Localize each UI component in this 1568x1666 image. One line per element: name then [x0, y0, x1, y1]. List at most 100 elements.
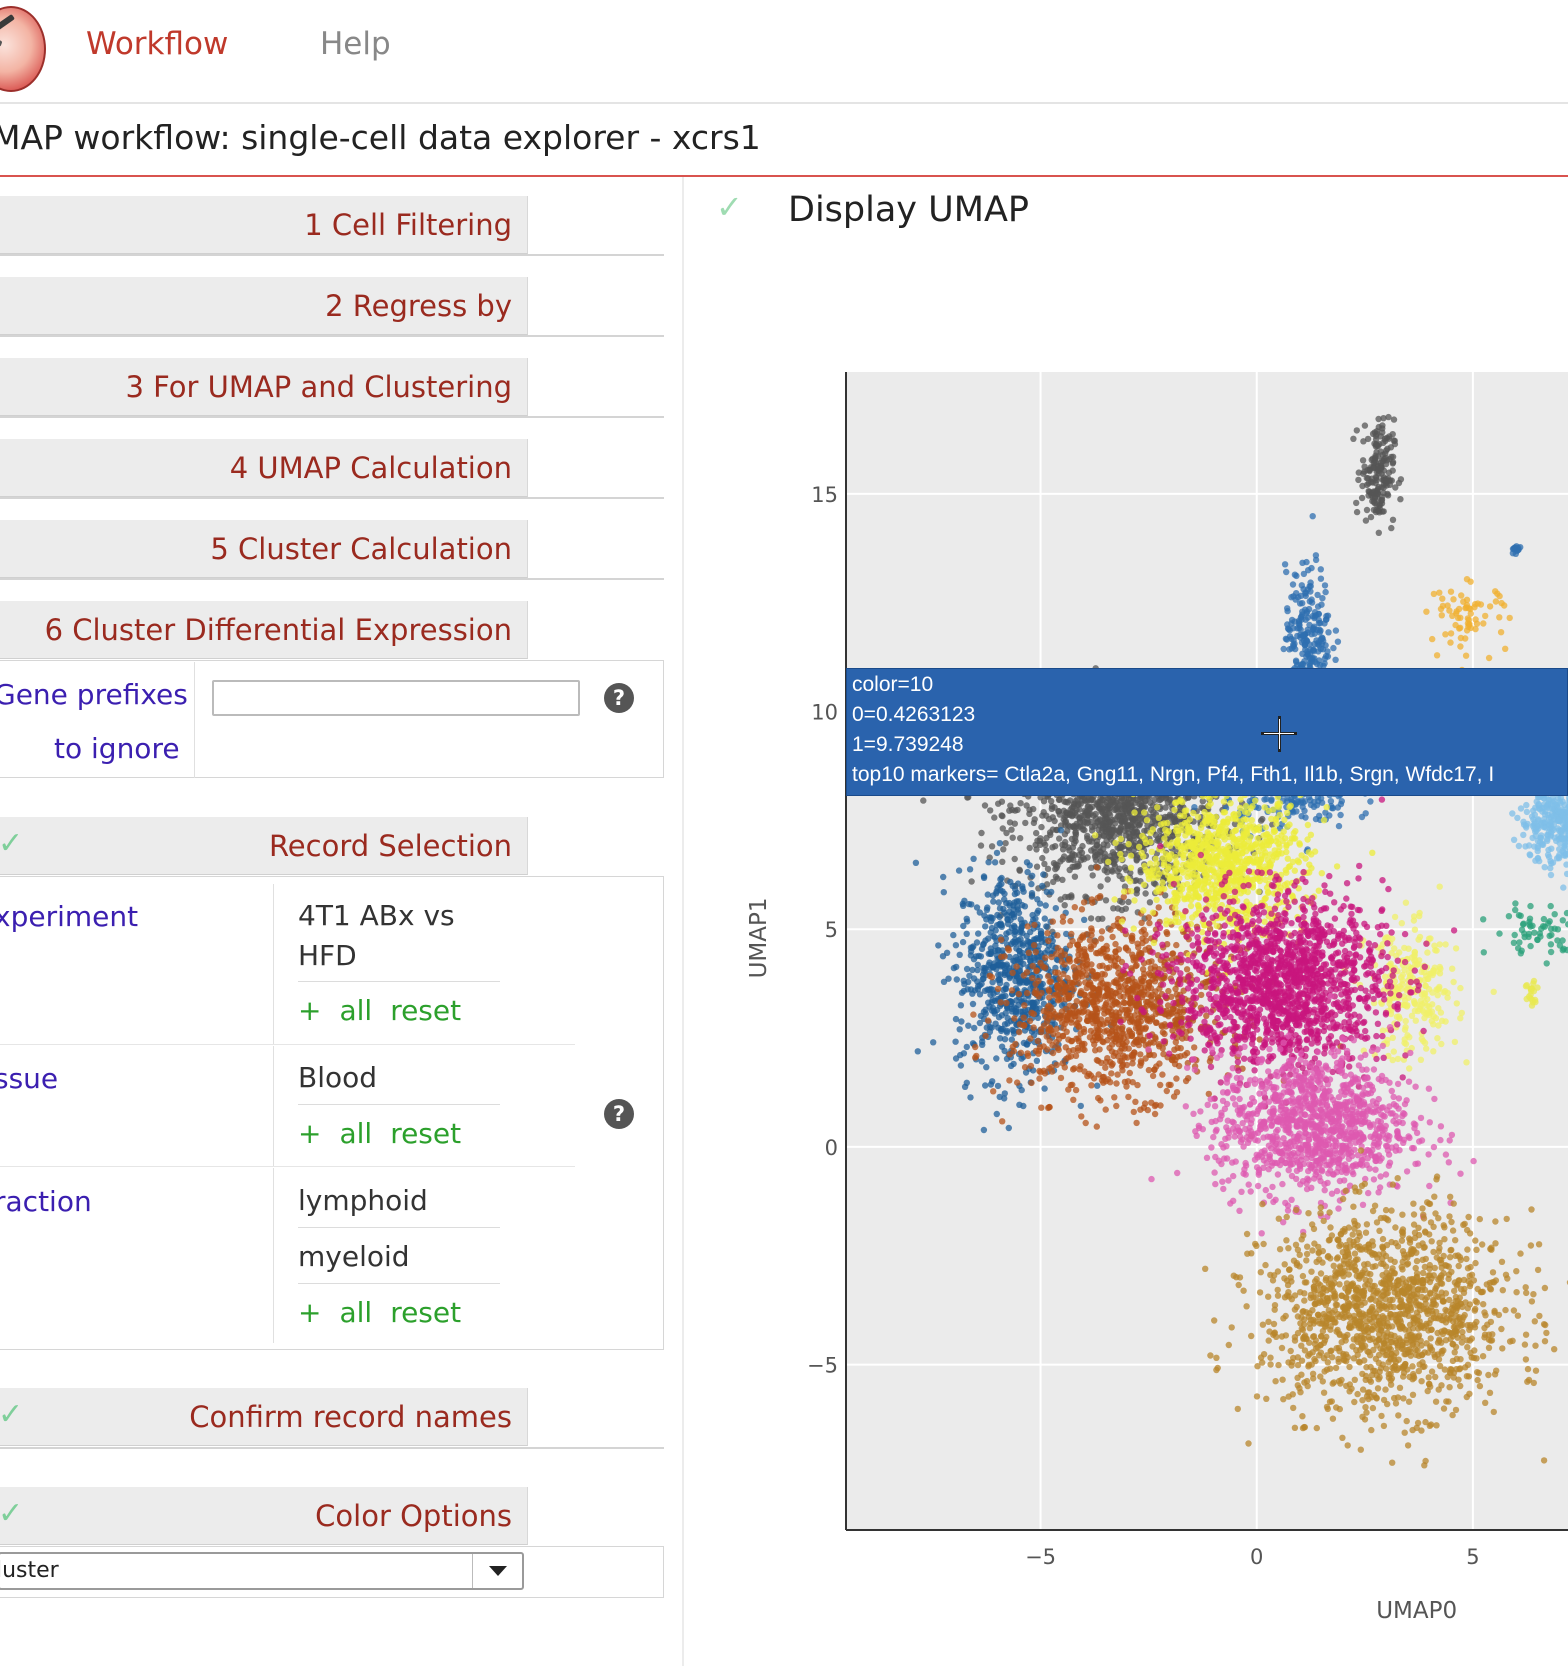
scatter-point[interactable]	[1182, 832, 1189, 839]
scatter-point[interactable]	[1132, 1098, 1139, 1105]
scatter-point[interactable]	[1003, 1029, 1011, 1036]
scatter-point[interactable]	[1220, 798, 1228, 805]
scatter-point[interactable]	[1385, 469, 1393, 476]
scatter-point[interactable]	[1002, 840, 1009, 847]
scatter-point[interactable]	[1070, 1047, 1077, 1054]
scatter-point[interactable]	[1161, 835, 1168, 842]
scatter-point[interactable]	[1065, 856, 1072, 863]
scatter-point[interactable]	[1128, 1030, 1136, 1037]
scatter-point[interactable]	[1032, 948, 1039, 956]
scatter-point[interactable]	[1401, 1026, 1409, 1033]
scatter-point[interactable]	[1137, 1028, 1144, 1035]
scatter-point[interactable]	[1129, 1055, 1137, 1062]
scatter-point[interactable]	[1280, 645, 1287, 653]
scatter-point[interactable]	[1318, 870, 1325, 877]
scatter-point[interactable]	[1045, 815, 1053, 823]
scatter-point[interactable]	[1063, 1055, 1070, 1062]
scatter-point[interactable]	[979, 941, 987, 949]
scatter-point[interactable]	[987, 1081, 995, 1088]
scatter-point[interactable]	[1103, 986, 1111, 993]
scatter-point[interactable]	[1070, 1096, 1077, 1103]
scatter-point[interactable]	[1117, 1057, 1124, 1065]
scatter-point[interactable]	[1119, 1067, 1126, 1074]
scatter-point[interactable]	[1011, 940, 1018, 947]
scatter-point[interactable]	[1361, 422, 1369, 429]
scatter-point[interactable]	[1089, 968, 1096, 975]
scatter-point[interactable]	[1071, 840, 1078, 847]
scatter-point[interactable]	[1275, 840, 1282, 847]
scatter-point[interactable]	[1308, 865, 1315, 872]
scatter-point[interactable]	[1213, 922, 1221, 930]
scatter-point[interactable]	[990, 1088, 997, 1095]
scatter-point[interactable]	[1315, 616, 1322, 624]
scatter-point[interactable]	[1091, 1041, 1098, 1048]
scatter-point[interactable]	[1096, 1046, 1103, 1053]
scatter-point[interactable]	[1099, 1074, 1106, 1081]
scatter-point[interactable]	[1430, 1048, 1437, 1055]
scatter-point[interactable]	[1282, 835, 1289, 842]
scatter-point[interactable]	[1034, 1037, 1041, 1045]
scatter-point[interactable]	[1174, 1044, 1181, 1052]
scatter-point[interactable]	[975, 930, 982, 937]
scatter-point[interactable]	[1379, 1027, 1387, 1034]
scatter-point[interactable]	[1214, 852, 1221, 860]
scatter-point[interactable]	[1169, 950, 1176, 957]
scatter-point[interactable]	[966, 866, 974, 873]
scatter-point[interactable]	[987, 950, 995, 957]
scatter-point[interactable]	[1363, 506, 1371, 514]
scatter-point[interactable]	[1078, 1113, 1085, 1120]
scatter-point[interactable]	[1333, 863, 1341, 870]
scatter-point[interactable]	[1108, 830, 1115, 838]
scatter-point[interactable]	[1249, 803, 1256, 810]
scatter-point[interactable]	[1003, 999, 1010, 1007]
scatter-point[interactable]	[1104, 992, 1112, 999]
scatter-point[interactable]	[999, 858, 1006, 865]
scatter-point[interactable]	[1093, 864, 1101, 871]
scatter-point[interactable]	[1122, 815, 1129, 823]
scatter-point[interactable]	[980, 975, 987, 982]
scatter-point[interactable]	[1321, 582, 1329, 589]
scatter-point[interactable]	[1118, 855, 1125, 863]
question-circle-icon[interactable]: ?	[604, 683, 634, 713]
scatter-point[interactable]	[952, 1055, 960, 1062]
scatter-point[interactable]	[1091, 992, 1098, 1000]
scatter-point[interactable]	[1127, 864, 1135, 871]
scatter-point[interactable]	[1064, 799, 1071, 806]
scatter-point[interactable]	[1072, 834, 1079, 841]
scatter-point[interactable]	[1395, 479, 1403, 487]
scatter-point[interactable]	[1149, 1072, 1157, 1080]
select-all-button[interactable]: all	[339, 1117, 373, 1150]
scatter-point[interactable]	[967, 1094, 974, 1101]
scatter-point[interactable]	[1105, 858, 1112, 866]
scatter-point[interactable]	[1148, 848, 1156, 855]
scatter-point[interactable]	[1191, 1044, 1198, 1051]
scatter-point[interactable]	[1195, 905, 1203, 913]
scatter-point[interactable]	[1313, 802, 1321, 809]
scatter-point[interactable]	[1156, 870, 1163, 877]
scatter-point[interactable]	[1098, 928, 1106, 935]
scatter-point[interactable]	[1054, 969, 1062, 976]
scatter-point[interactable]	[1026, 862, 1033, 869]
scatter-point[interactable]	[1039, 812, 1046, 819]
scatter-point[interactable]	[1145, 914, 1152, 921]
scatter-point[interactable]	[1359, 482, 1366, 490]
scatter-point[interactable]	[990, 933, 997, 940]
scatter-point[interactable]	[1313, 637, 1320, 644]
scatter-point[interactable]	[1355, 476, 1362, 484]
scatter-point[interactable]	[1052, 905, 1059, 912]
scatter-point[interactable]	[1161, 1030, 1168, 1038]
scatter-point[interactable]	[986, 972, 993, 979]
scatter-point[interactable]	[1131, 1049, 1138, 1056]
scatter-point[interactable]	[1026, 844, 1033, 852]
scatter-point[interactable]	[1250, 823, 1257, 830]
scatter-point[interactable]	[1009, 969, 1016, 976]
scatter-point[interactable]	[1099, 821, 1106, 828]
scatter-point[interactable]	[1089, 985, 1096, 993]
scatter-point[interactable]	[1189, 857, 1197, 865]
scatter-point[interactable]	[1360, 470, 1367, 477]
scatter-point[interactable]	[1184, 873, 1191, 880]
scatter-point[interactable]	[1296, 841, 1303, 848]
scatter-point[interactable]	[993, 890, 1000, 897]
scatter-point[interactable]	[1171, 806, 1178, 813]
